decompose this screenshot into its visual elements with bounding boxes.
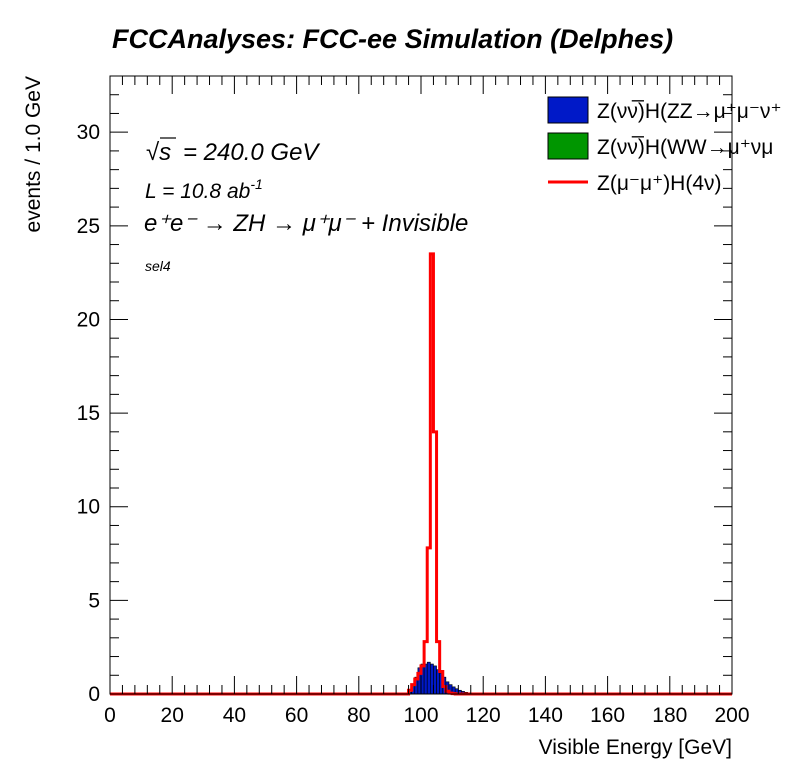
x-tick-label: 140 — [528, 704, 563, 727]
sqrt-s-annotation: √s = 240.0 GeV — [146, 137, 320, 166]
y-tick-label: 20 — [77, 308, 100, 331]
process-annotation: e⁺e⁻ → ZH → μ⁺μ⁻ + Invisible — [144, 210, 468, 237]
x-tick-label: 0 — [104, 704, 116, 727]
plot-frame — [109, 75, 733, 695]
lumi-exponent: -1 — [250, 176, 262, 192]
legend-swatch-zz — [547, 96, 589, 124]
legend-label-zz: Z(νν̅)H(ZZ→μ⁺μ⁻ν⁺ — [597, 100, 782, 123]
plot-area — [110, 76, 732, 694]
chart-title: FCCAnalyses: FCC-ee Simulation (Delphes) — [112, 24, 673, 54]
bar-s0-9 — [436, 669, 440, 695]
series-line-2 — [110, 252, 732, 696]
x-tick-label: 160 — [590, 704, 625, 727]
y-tick-label: 15 — [77, 402, 100, 425]
lumi-annotation: L = 10.8 ab-1 — [145, 176, 263, 203]
bar-s0-6 — [426, 661, 431, 695]
x-tick-label: 40 — [223, 704, 246, 727]
x-tick-label: 200 — [714, 704, 749, 727]
sqrt-s-value: = 240.0 GeV — [183, 139, 320, 166]
y-tick-label: 25 — [77, 215, 100, 238]
lumi-text: L = 10.8 ab — [145, 180, 251, 203]
legend-label-signal: Z(μ⁻μ⁺)H(4ν) — [597, 172, 722, 195]
y-tick-label: 10 — [77, 496, 100, 519]
x-tick-label: 180 — [652, 704, 687, 727]
bars-layer — [408, 661, 481, 695]
x-tick-label: 80 — [347, 704, 370, 727]
sqrt-symbol: √s — [146, 139, 171, 166]
bar-s0-5 — [423, 663, 428, 695]
x-tick-label: 120 — [466, 704, 501, 727]
x-axis-label: Visible Energy [GeV] — [539, 736, 732, 759]
y-tick-label: 30 — [77, 121, 100, 144]
ticks-layer: 0 20 40 60 80 100 120 140 160 180 200 0 5 10 15 20 25 30 — [77, 75, 750, 727]
legend-label-ww: Z(νν̅)H(WW→μ⁺νμ — [597, 136, 773, 159]
x-tick-label: 60 — [285, 704, 308, 727]
selection-annotation: sel4 — [145, 258, 171, 274]
x-tick-label: 100 — [403, 704, 438, 727]
legend: Z(νν̅)H(ZZ→μ⁺μ⁻ν⁺ Z(νν̅)H(WW→μ⁺νμ Z(μ⁻μ⁺… — [547, 96, 782, 195]
y-tick-label: 0 — [88, 683, 100, 706]
y-tick-label: 5 — [88, 589, 100, 612]
y-axis-label: events / 1.0 GeV — [22, 76, 45, 232]
step-layer — [110, 252, 732, 696]
x-tick-label: 20 — [161, 704, 184, 727]
legend-swatch-ww — [547, 132, 589, 160]
